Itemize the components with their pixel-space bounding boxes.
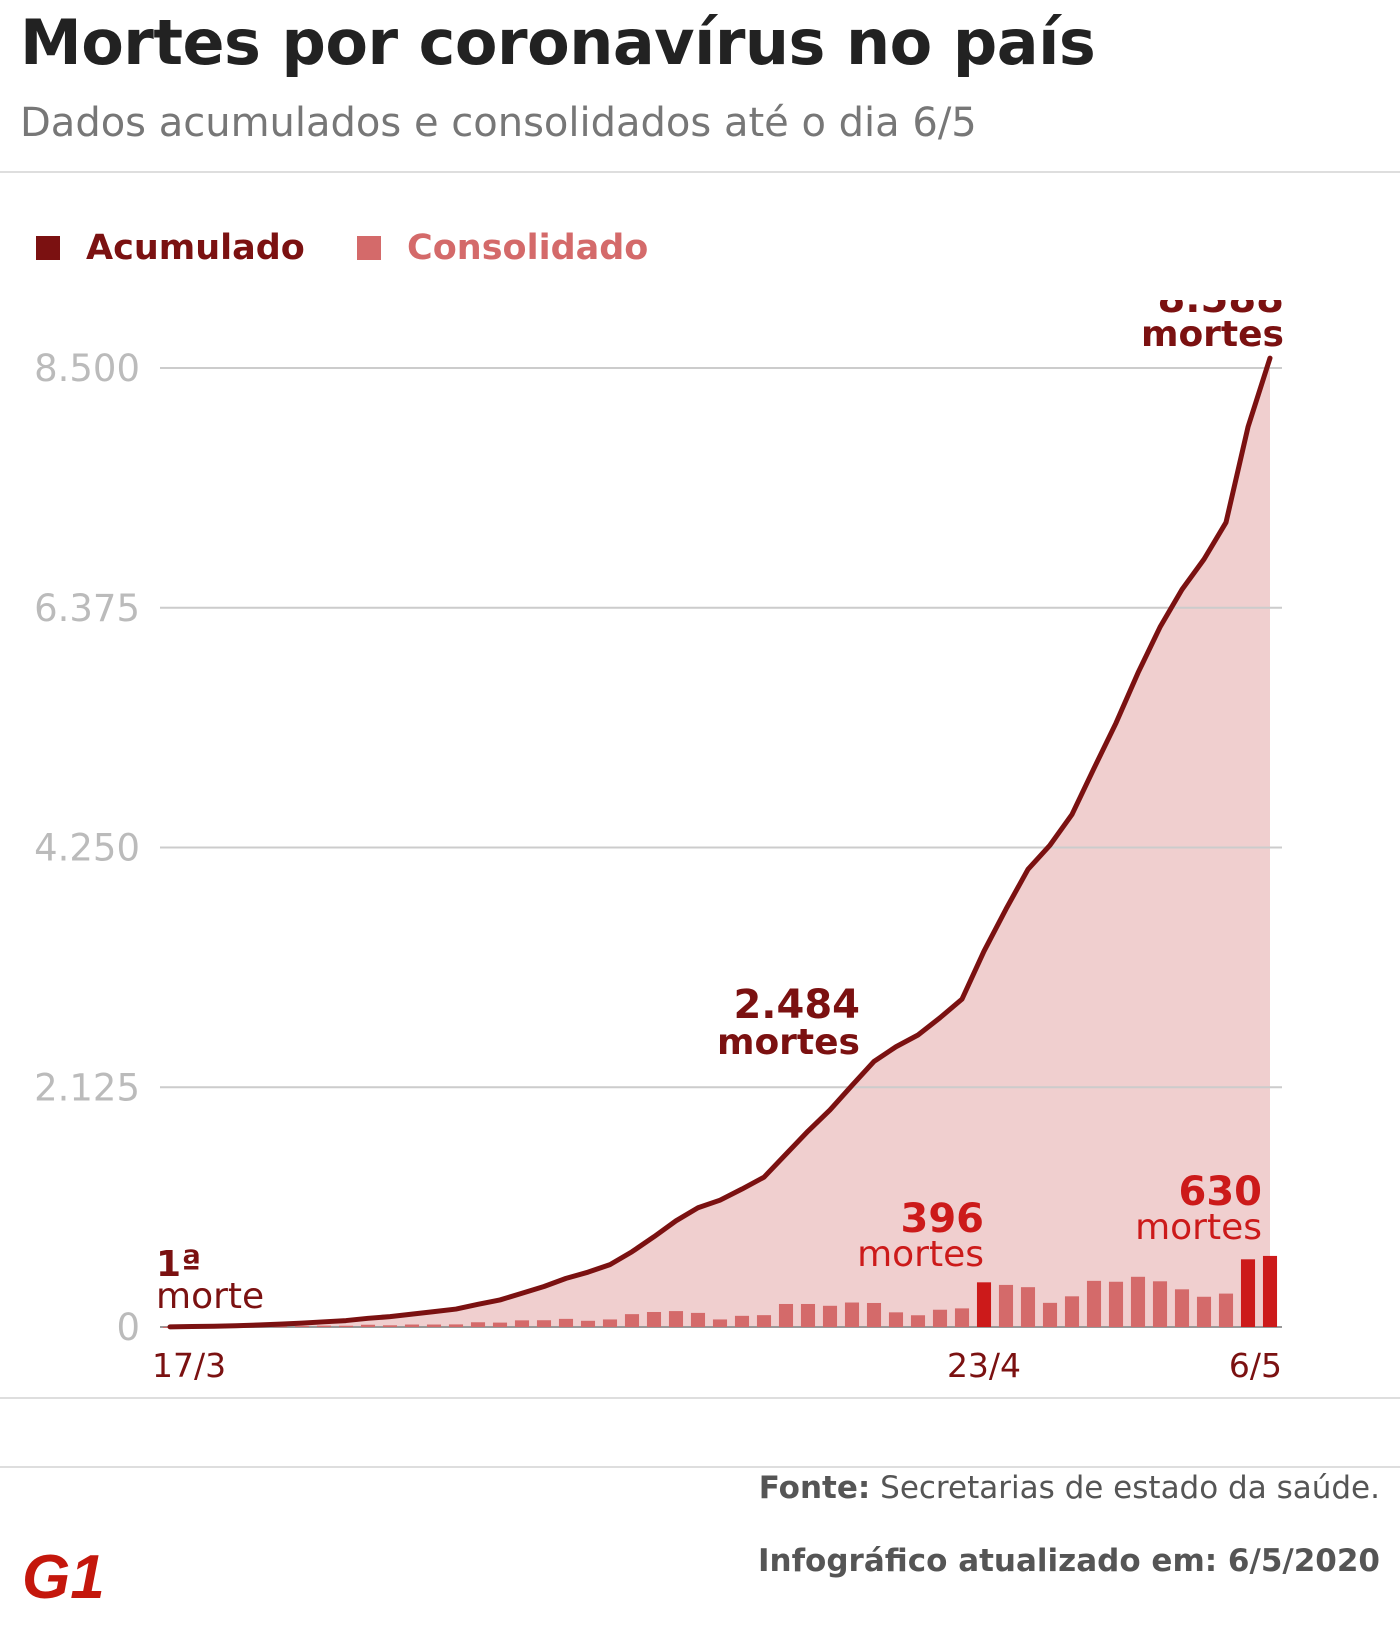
bar-consolidated xyxy=(316,1325,332,1327)
y-tick-label: 8.500 xyxy=(34,347,140,390)
bar-consolidated xyxy=(558,1318,574,1327)
annotation-396-value: 396 xyxy=(901,1196,985,1242)
bar-consolidated xyxy=(1042,1302,1058,1327)
bar-consolidated xyxy=(382,1325,398,1327)
g1-logo: G1 xyxy=(22,1548,105,1606)
bar-consolidated xyxy=(294,1325,310,1327)
y-tick-label: 6.375 xyxy=(34,587,140,630)
bar-consolidated xyxy=(866,1302,882,1327)
chart-title: Mortes por coronavírus no país xyxy=(20,6,1096,79)
bar-consolidated xyxy=(470,1322,486,1327)
bar-consolidated xyxy=(998,1284,1014,1327)
bar-consolidated xyxy=(360,1324,376,1327)
chart-subtitle: Dados acumulados e consolidados até o di… xyxy=(20,100,977,146)
y-tick-label: 4.250 xyxy=(34,827,140,870)
legend: Acumulado Consolidado xyxy=(36,228,688,269)
annotation-630-label: mortes xyxy=(1135,1207,1262,1248)
annotation-2484-value: 2.484 xyxy=(733,982,860,1028)
bar-consolidated xyxy=(844,1302,860,1327)
annotation-first-death-label: morte xyxy=(156,1276,264,1317)
legend-swatch-accumulated xyxy=(36,236,60,260)
bar-consolidated xyxy=(272,1326,288,1328)
annotation-8588-label: mortes xyxy=(1141,314,1284,355)
bar-consolidated xyxy=(404,1324,420,1327)
bar-consolidated xyxy=(1174,1289,1190,1327)
bar-consolidated xyxy=(646,1311,662,1327)
bar-consolidated xyxy=(976,1282,992,1327)
bar-consolidated xyxy=(668,1311,684,1327)
bar-consolidated xyxy=(954,1308,970,1327)
bar-consolidated xyxy=(1130,1276,1146,1327)
source-label: Fonte: xyxy=(758,1470,871,1506)
x-tick-label: 23/4 xyxy=(947,1346,1021,1385)
legend-label-consolidated: Consolidado xyxy=(407,228,649,268)
bar-consolidated xyxy=(778,1303,794,1327)
bar-consolidated xyxy=(1218,1293,1234,1327)
bar-consolidated xyxy=(514,1320,530,1327)
bar-consolidated xyxy=(756,1315,772,1327)
bar-consolidated xyxy=(1020,1287,1036,1327)
legend-label-accumulated: Acumulado xyxy=(86,228,305,268)
source-text: Secretarias de estado da saúde. xyxy=(880,1470,1380,1506)
bar-consolidated xyxy=(580,1320,596,1327)
bar-consolidated xyxy=(690,1312,706,1327)
line-accumulated xyxy=(167,355,1273,1330)
legend-swatch-consolidated xyxy=(357,236,382,260)
bar-consolidated xyxy=(536,1320,552,1327)
y-tick-label: 2.125 xyxy=(34,1066,140,1109)
bar-consolidated xyxy=(712,1319,728,1327)
bar-consolidated xyxy=(624,1314,640,1327)
bar-consolidated xyxy=(1086,1280,1102,1327)
footer-divider xyxy=(0,1466,1400,1468)
header-divider xyxy=(0,171,1400,173)
area-accumulated xyxy=(170,358,1270,1327)
bar-consolidated xyxy=(1064,1296,1080,1327)
bar-consolidated xyxy=(1262,1255,1278,1327)
bar-consolidated xyxy=(448,1324,464,1327)
x-tick-label: 17/3 xyxy=(152,1346,226,1385)
bar-consolidated xyxy=(822,1305,838,1327)
bar-consolidated xyxy=(1152,1281,1168,1327)
annotation-first-death-value: 1ª xyxy=(156,1244,201,1285)
legend-item-consolidated: Consolidado xyxy=(357,228,648,268)
bar-consolidated xyxy=(1196,1296,1212,1327)
bar-consolidated xyxy=(338,1325,354,1327)
bar-consolidated xyxy=(910,1315,926,1327)
bar-consolidated xyxy=(734,1315,750,1327)
annotation-8588-value: 8.588 xyxy=(1157,300,1284,322)
bar-consolidated xyxy=(888,1312,904,1327)
bar-consolidated xyxy=(1240,1259,1256,1327)
x-tick-label: 6/5 xyxy=(1229,1346,1282,1385)
annotation-396-label: mortes xyxy=(857,1234,984,1275)
bar-consolidated xyxy=(932,1309,948,1327)
annotation-2484-label: mortes xyxy=(717,1022,860,1063)
bar-consolidated xyxy=(426,1324,442,1327)
bar-consolidated xyxy=(602,1319,618,1327)
bar-consolidated xyxy=(1108,1281,1124,1327)
bar-consolidated xyxy=(492,1322,508,1327)
chart-bottom-divider xyxy=(0,1397,1400,1399)
source-note: Fonte: Secretarias de estado da saúde. xyxy=(759,1470,1380,1506)
legend-item-accumulated: Acumulado xyxy=(36,228,305,268)
bar-consolidated xyxy=(800,1303,816,1327)
svg-text:G1: G1 xyxy=(22,1548,105,1606)
update-note: Infográfico atualizado em: 6/5/2020 xyxy=(757,1543,1380,1579)
y-tick-label: 0 xyxy=(116,1306,140,1349)
annotation-630-value: 630 xyxy=(1179,1169,1263,1215)
